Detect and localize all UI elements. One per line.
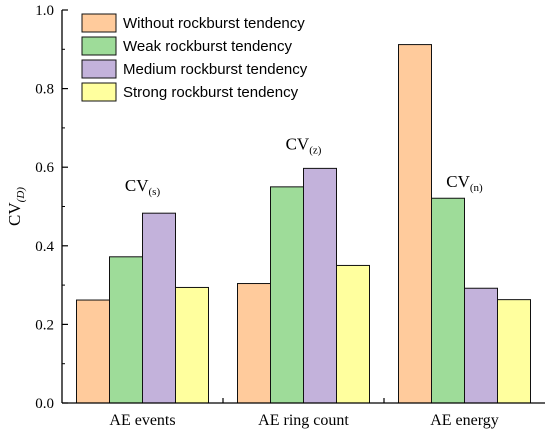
bar-ae-energy-medium-rockburst-tendency <box>464 287 498 404</box>
y-tick-label: 0.2 <box>35 317 54 333</box>
bar-ae-ring-count-weak-rockburst-tendency <box>270 186 304 404</box>
bar-ae-ring-count-without-rockburst-tendency <box>237 283 271 404</box>
bar-ae-ring-count-medium-rockburst-tendency <box>303 167 337 404</box>
y-tick-label: 1.0 <box>35 3 54 19</box>
y-tick-label: 0.8 <box>35 82 54 98</box>
x-tick-label-ae-ring-count: AE ring count <box>258 412 349 429</box>
legend-swatch-strong-rockburst-tendency <box>81 82 117 102</box>
bar-ae-ring-count-strong-rockburst-tendency <box>336 264 370 404</box>
x-tick-label-ae-events: AE events <box>109 412 175 429</box>
bar-ae-events-medium-rockburst-tendency <box>142 212 176 404</box>
legend-swatch-weak-rockburst-tendency <box>81 36 117 56</box>
legend: Without rockburst tendency Weak rockburst… <box>81 13 308 102</box>
bar-ae-events-without-rockburst-tendency <box>76 299 110 404</box>
y-tick-label: 0.4 <box>35 239 54 255</box>
axes-group: 0.0 0.2 0.4 0.6 0.8 1.0 AE events AE ring count… <box>35 3 545 429</box>
y-tick-label: 0.6 <box>35 160 54 176</box>
legend-label-without-rockburst-tendency: Without rockburst tendency <box>123 15 305 32</box>
bars-group <box>76 44 531 404</box>
x-tick-label-ae-energy: AE energy <box>430 412 499 429</box>
bar-ae-events-weak-rockburst-tendency <box>109 256 143 404</box>
bar-ae-energy-weak-rockburst-tendency <box>431 197 465 404</box>
bar-ae-energy-without-rockburst-tendency <box>398 44 432 404</box>
legend-label-weak-rockburst-tendency: Weak rockburst tendency <box>123 38 292 55</box>
bar-ae-events-strong-rockburst-tendency <box>175 286 209 404</box>
annotation-cv-s: CV(s) <box>125 176 161 198</box>
legend-label-strong-rockburst-tendency: Strong rockburst tendency <box>123 84 299 101</box>
annotation-cv-z: CV(z) <box>286 135 322 157</box>
y-axis-label: CV(D) <box>5 187 27 226</box>
y-tick-label: 0.0 <box>35 396 54 412</box>
bar-ae-energy-strong-rockburst-tendency <box>497 299 531 404</box>
legend-swatch-medium-rockburst-tendency <box>81 59 117 79</box>
legend-swatch-without-rockburst-tendency <box>81 13 117 33</box>
annotation-cv-n: CV(n) <box>446 172 483 194</box>
annotations-group: CV(s) CV(z) CV(n) <box>125 135 483 198</box>
legend-label-medium-rockburst-tendency: Medium rockburst tendency <box>123 61 308 78</box>
